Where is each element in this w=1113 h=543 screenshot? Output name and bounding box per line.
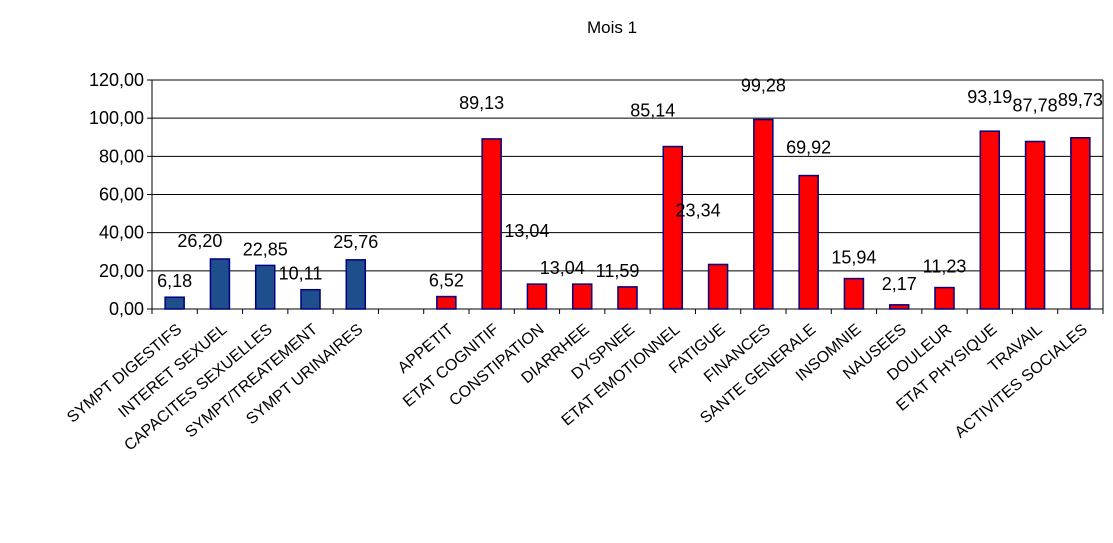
bars	[164, 118, 1091, 310]
data-label: 2,17	[882, 274, 917, 294]
data-label: 6,52	[429, 271, 464, 291]
data-labels: 6,18 26,20 22,85 10,11 25,76 6,52 89,13 13,04 13…	[157, 76, 1103, 294]
data-label: 10,11	[279, 264, 323, 284]
data-label: 85,14	[630, 101, 675, 121]
data-label: 13,04	[540, 258, 585, 278]
y-tick-label: 80,00	[99, 146, 144, 166]
bar	[164, 296, 185, 310]
bar	[662, 145, 684, 310]
bar	[300, 288, 321, 310]
data-label: 87,78	[1013, 95, 1058, 115]
bar	[707, 263, 729, 310]
chart-title: Mois 1	[587, 18, 637, 37]
bar	[345, 259, 367, 310]
bar	[753, 118, 774, 310]
data-label: 11,59	[596, 261, 640, 281]
bar	[436, 295, 457, 310]
bar	[798, 174, 819, 310]
bar	[481, 138, 502, 310]
data-label: 25,76	[333, 232, 378, 252]
data-label: 89,13	[459, 93, 504, 113]
y-tick-label: 60,00	[99, 185, 144, 205]
y-tick-label: 0,00	[109, 299, 144, 319]
data-label: 93,19	[967, 87, 1012, 107]
data-label: 22,85	[243, 239, 288, 259]
data-label: 26,20	[177, 231, 222, 251]
data-label: 11,23	[923, 257, 967, 277]
data-label: 15,94	[831, 248, 876, 268]
bar	[934, 286, 955, 310]
bar	[209, 258, 231, 310]
y-tick-label: 40,00	[99, 223, 144, 243]
bar	[526, 283, 548, 310]
bar	[1024, 140, 1046, 310]
y-tick-label: 20,00	[99, 261, 144, 281]
data-label: 89,73	[1058, 90, 1103, 110]
data-label: 69,92	[786, 138, 831, 158]
data-label: 99,28	[741, 76, 786, 96]
bar	[843, 277, 865, 310]
data-label: 23,34	[676, 200, 721, 220]
bar	[1070, 137, 1091, 310]
bar	[571, 283, 593, 310]
y-tick-label: 100,00	[89, 108, 144, 128]
y-tick-label: 120,00	[89, 70, 144, 90]
data-label: 13,04	[504, 221, 549, 241]
bar	[617, 286, 638, 310]
bar	[888, 304, 910, 310]
gridlines	[152, 79, 1103, 272]
bar	[979, 130, 1001, 310]
bar	[254, 264, 276, 310]
data-label: 6,18	[157, 271, 192, 291]
